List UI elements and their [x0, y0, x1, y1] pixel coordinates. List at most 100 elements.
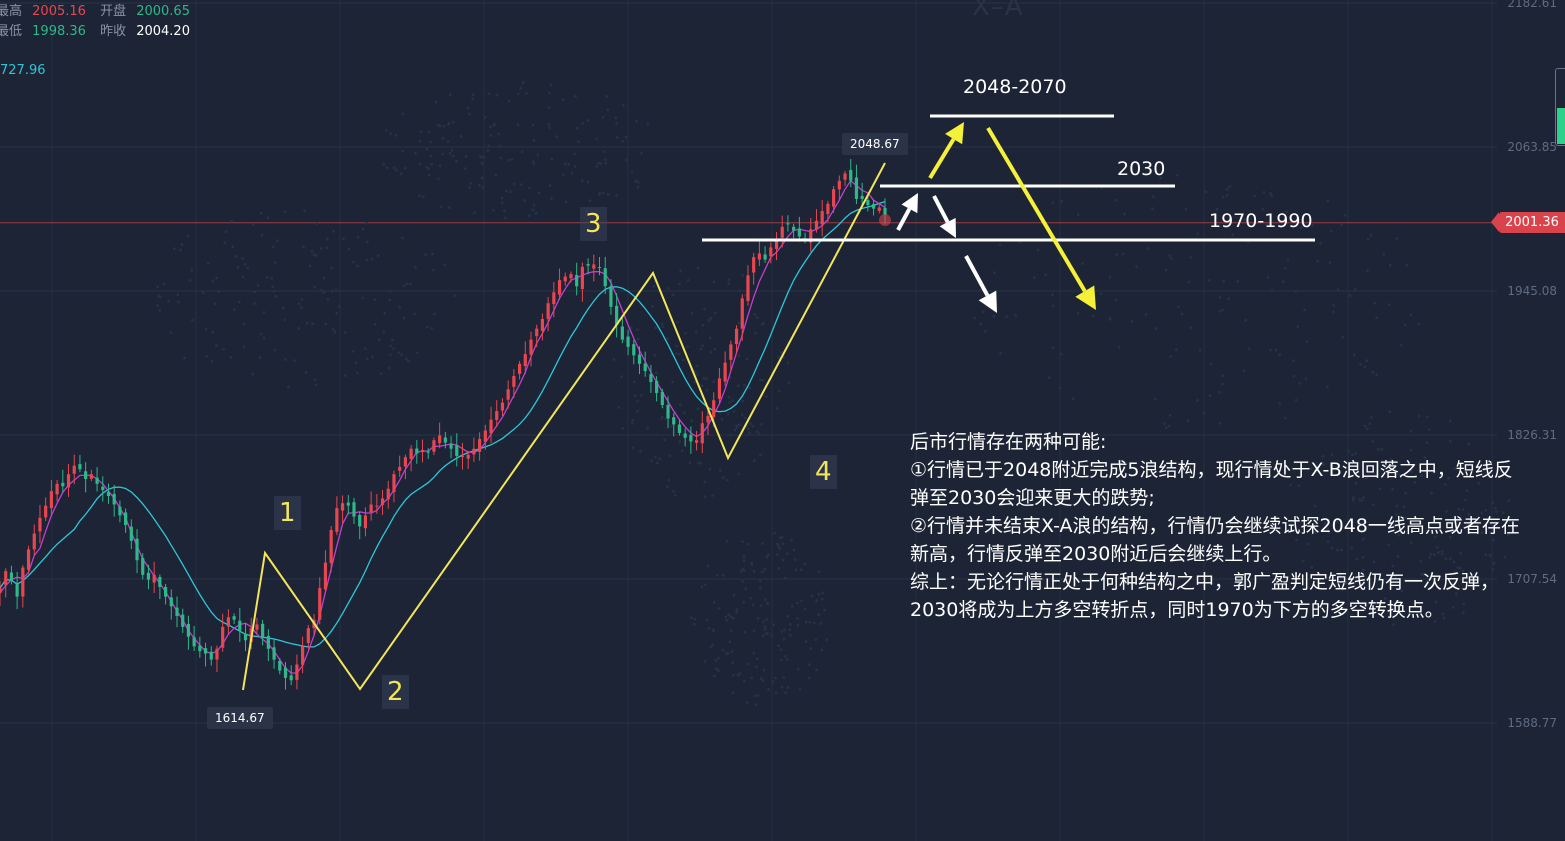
map-dot: [1300, 226, 1303, 229]
map-dot: [1265, 223, 1268, 226]
map-dot: [742, 679, 746, 683]
map-dot: [788, 623, 792, 626]
map-dot: [312, 253, 316, 256]
map-dot: [1225, 194, 1229, 197]
map-dot: [775, 407, 779, 410]
map-dot: [709, 350, 713, 354]
map-dot: [384, 129, 388, 132]
map-dot: [1387, 543, 1390, 547]
map-dot: [1417, 322, 1420, 326]
map-dot: [708, 467, 712, 471]
candle-body: [866, 200, 870, 206]
map-dot: [1370, 602, 1374, 606]
map-dot: [784, 691, 788, 695]
candle-body: [763, 254, 767, 260]
map-dot: [528, 186, 531, 190]
map-dot: [748, 431, 751, 435]
map-dot: [699, 347, 703, 351]
map-dot: [817, 592, 821, 596]
map-dot: [754, 703, 758, 706]
map-dot: [696, 407, 700, 411]
candle-body: [826, 203, 830, 215]
map-dot: [1458, 566, 1462, 570]
map-dot: [640, 151, 643, 155]
map-dot: [712, 380, 716, 383]
map-dot: [418, 194, 421, 198]
map-dot: [718, 469, 722, 472]
map-dot: [356, 264, 359, 268]
map-dot: [717, 607, 721, 610]
map-dot: [273, 261, 277, 264]
map-dot: [1326, 199, 1330, 203]
map-dot: [712, 600, 716, 604]
candle-body: [569, 274, 573, 279]
candle-body: [32, 533, 36, 550]
map-dot: [699, 462, 703, 465]
map-dot: [1189, 256, 1193, 259]
map-dot: [262, 336, 266, 340]
map-dot: [1506, 476, 1510, 479]
map-dot: [401, 149, 404, 153]
map-dot: [1370, 416, 1373, 419]
map-dot: [1321, 454, 1325, 458]
candle-body: [335, 508, 339, 532]
map-dot: [1423, 456, 1427, 459]
map-dot: [666, 485, 669, 489]
map-dot: [507, 99, 511, 103]
map-dot: [356, 371, 359, 375]
zoom-scrollbar[interactable]: [1555, 68, 1565, 146]
map-dot: [763, 628, 767, 631]
map-dot: [786, 614, 790, 618]
map-dot: [1309, 467, 1313, 470]
map-dot: [605, 95, 609, 98]
candle-body: [152, 574, 156, 583]
map-dot: [1352, 496, 1355, 500]
candle-body: [106, 491, 111, 496]
map-dot: [1394, 575, 1397, 579]
map-dot: [751, 425, 755, 428]
map-dot: [1378, 487, 1382, 491]
map-dot: [819, 622, 823, 625]
map-dot: [262, 311, 266, 314]
map-dot: [1454, 528, 1457, 532]
map-dot: [441, 152, 444, 156]
map-dot: [773, 531, 776, 535]
map-dot: [614, 116, 618, 120]
map-dot: [1152, 195, 1155, 199]
map-dot: [1269, 348, 1272, 352]
map-dot: [1167, 424, 1171, 428]
map-dot: [1108, 276, 1112, 279]
map-dot: [678, 282, 681, 286]
map-dot: [1429, 552, 1433, 556]
map-dot: [1341, 335, 1344, 339]
map-dot: [162, 282, 166, 286]
candle-body: [4, 571, 8, 585]
map-dot: [1266, 276, 1270, 279]
map-dot: [635, 119, 638, 123]
map-dot: [695, 364, 699, 368]
candle-body: [832, 189, 836, 207]
map-dot: [1221, 374, 1225, 378]
candle-body: [854, 177, 859, 199]
map-dot: [755, 665, 758, 668]
candle-body: [283, 667, 288, 678]
candle-body: [814, 220, 819, 230]
map-dot: [725, 652, 729, 655]
annotation-line: ①行情已于2048附近完成5浪结构，现行情处于X-B浪回落之中，短线反: [910, 459, 1513, 481]
map-dot: [1477, 482, 1481, 485]
map-dot: [766, 553, 770, 557]
candle-body: [426, 451, 430, 453]
map-dot: [574, 95, 577, 98]
map-dot: [273, 348, 277, 352]
map-dot: [1353, 288, 1357, 291]
map-dot: [752, 629, 756, 633]
candle-body: [512, 375, 516, 387]
map-dot: [500, 201, 504, 205]
map-dot: [588, 199, 592, 203]
candle-body: [740, 298, 744, 329]
map-dot: [765, 395, 768, 398]
axis-tick-label: 1588.77: [1507, 716, 1557, 730]
map-dot: [786, 552, 789, 555]
map-dot: [703, 583, 707, 587]
